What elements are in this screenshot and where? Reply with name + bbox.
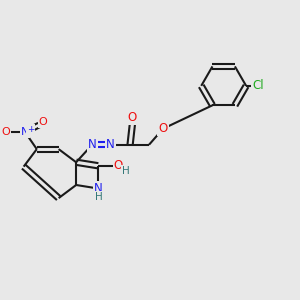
Text: +: +: [27, 125, 34, 134]
Text: O: O: [1, 127, 10, 137]
Text: H: H: [122, 166, 130, 176]
Text: O: O: [114, 159, 123, 172]
Text: O: O: [39, 117, 48, 127]
Text: Cl: Cl: [253, 80, 264, 92]
Text: N: N: [88, 138, 97, 151]
Text: -: -: [0, 123, 4, 136]
Text: O: O: [128, 111, 137, 124]
Text: H: H: [95, 192, 103, 202]
Text: N: N: [106, 138, 115, 151]
Text: N: N: [21, 127, 29, 137]
Text: O: O: [158, 122, 168, 135]
Text: N: N: [94, 182, 102, 195]
